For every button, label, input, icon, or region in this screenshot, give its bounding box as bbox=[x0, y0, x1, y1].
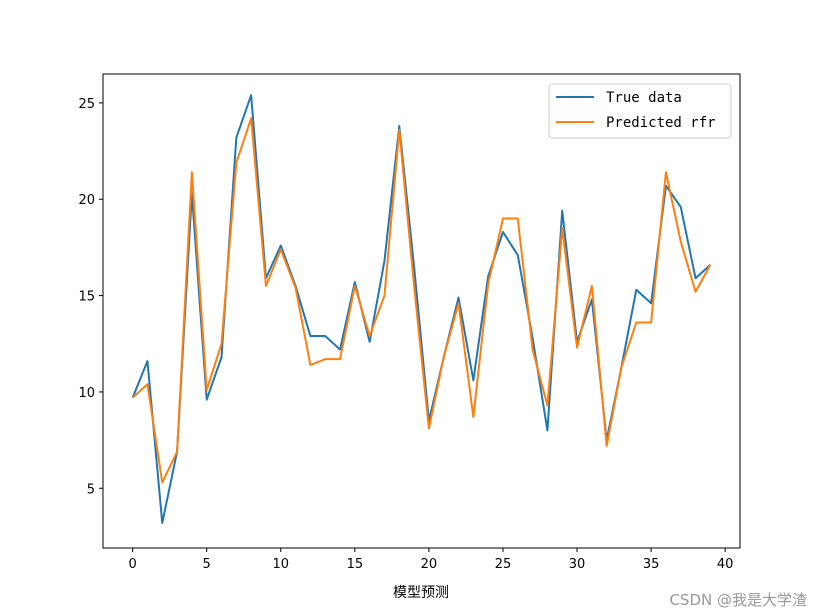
x-axis-ticks: 0 5 10 15 20 25 30 35 40 bbox=[128, 548, 733, 572]
x-tick-label: 10 bbox=[272, 557, 289, 572]
legend-label-predicted-rfr: Predicted rfr bbox=[606, 115, 716, 131]
plot-area bbox=[102, 73, 741, 549]
legend-box bbox=[548, 83, 732, 139]
x-tick-label: 15 bbox=[347, 557, 364, 572]
x-tick-label: 5 bbox=[203, 557, 211, 572]
y-tick-label: 15 bbox=[78, 290, 95, 305]
y-axis-ticks: 5 10 15 20 25 bbox=[78, 97, 103, 497]
x-tick-label: 40 bbox=[717, 557, 734, 572]
y-tick-label: 5 bbox=[87, 482, 95, 497]
x-tick-label: 20 bbox=[421, 557, 438, 572]
series-line-predicted-rfr bbox=[131, 117, 712, 484]
y-tick-label: 20 bbox=[78, 193, 95, 208]
watermark: CSDN @我是大学渣 bbox=[669, 591, 807, 609]
x-tick-label: 35 bbox=[643, 557, 660, 572]
y-tick-label: 10 bbox=[78, 386, 95, 401]
x-axis-label: 模型预测 bbox=[393, 585, 449, 601]
legend: True data Predicted rfr bbox=[548, 83, 732, 139]
x-tick-label: 30 bbox=[569, 557, 586, 572]
legend-label-true-data: True data bbox=[606, 90, 682, 106]
x-tick-label: 0 bbox=[128, 557, 136, 572]
y-tick-label: 25 bbox=[78, 97, 95, 112]
x-tick-label: 25 bbox=[495, 557, 512, 572]
series-lines bbox=[131, 94, 712, 524]
